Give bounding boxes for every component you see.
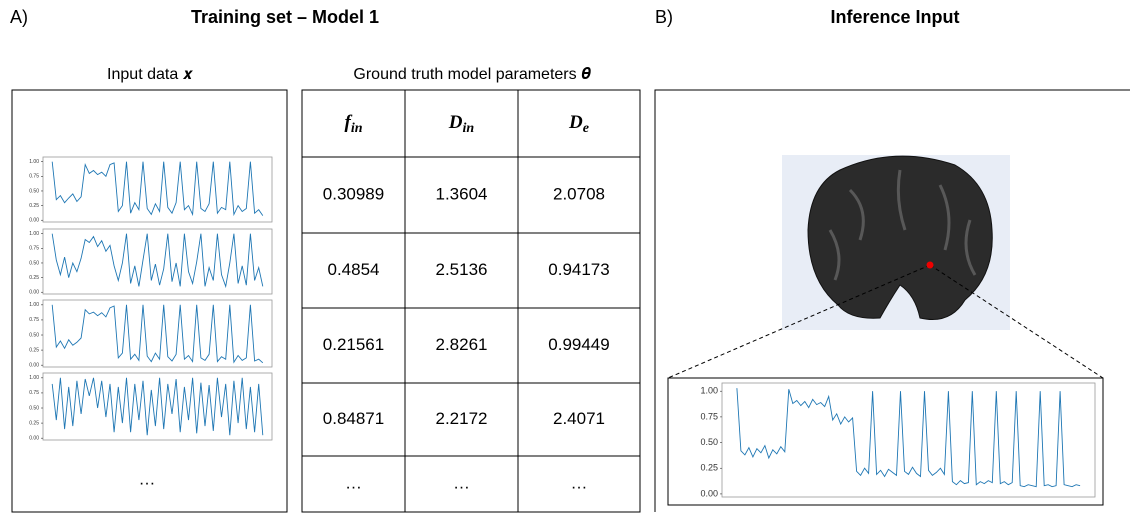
inference-box — [654, 89, 1130, 512]
panel-label: B) — [655, 7, 673, 27]
y-tick-label: 0.00 — [29, 363, 39, 369]
y-tick-label: 0.00 — [29, 290, 39, 296]
plot-frame — [42, 156, 273, 223]
y-tick-label: 0.75 — [29, 317, 39, 323]
plot-frame — [721, 382, 1096, 498]
table-header: Din — [448, 112, 475, 136]
header-symbol: D — [568, 112, 583, 133]
y-tick-label: 0.50 — [29, 405, 39, 411]
table-cell: … — [345, 473, 362, 492]
panel-label: A) — [10, 7, 28, 27]
signal-line — [51, 161, 264, 217]
plot-frame — [42, 372, 273, 441]
y-tick-label: 0.75 — [29, 246, 39, 252]
table-cell: 0.4854 — [328, 260, 380, 279]
table-cell: … — [453, 473, 470, 492]
y-tick-label: 0.25 — [29, 275, 39, 281]
table-frame — [301, 89, 641, 513]
input-caption: Input data 𝒙 — [107, 66, 194, 83]
header-subscript: in — [463, 121, 475, 136]
table-header: fin — [344, 112, 362, 136]
input-more: … — [139, 469, 156, 488]
table-cell: 2.0708 — [553, 184, 605, 203]
table-cell: 2.2172 — [436, 409, 488, 428]
table-cell: 0.21561 — [323, 335, 384, 354]
y-tick-label: 0.50 — [29, 260, 39, 266]
signal-line — [736, 388, 1081, 488]
table-cell: 0.94173 — [548, 260, 609, 279]
y-tick-label: 0.50 — [700, 437, 718, 447]
y-tick-label: 0.00 — [29, 436, 39, 442]
y-tick-label: 1.00 — [29, 231, 39, 237]
y-tick-label: 1.00 — [29, 302, 39, 308]
signal-line — [51, 304, 264, 364]
table-header: De — [568, 112, 589, 136]
table-cell: 2.5136 — [436, 260, 488, 279]
y-tick-label: 0.75 — [29, 390, 39, 396]
plot-frame — [42, 228, 273, 295]
y-tick-label: 0.00 — [700, 488, 718, 498]
table-caption: Ground truth model parameters 𝜽 — [353, 66, 591, 83]
plot-frame — [42, 299, 273, 368]
zoom-line — [667, 264, 931, 379]
table-cell: … — [571, 473, 588, 492]
signal-line — [51, 377, 264, 436]
table-cell: 2.4071 — [553, 409, 605, 428]
table-cell: 0.84871 — [323, 409, 384, 428]
table-cell: 0.30989 — [323, 184, 384, 203]
y-tick-label: 0.25 — [29, 203, 39, 209]
table-cell: 0.99449 — [548, 335, 609, 354]
y-tick-label: 0.75 — [700, 411, 718, 421]
y-tick-label: 0.00 — [29, 218, 39, 224]
brain-texture — [828, 169, 977, 281]
panel-title: Inference Input — [830, 7, 959, 27]
signal-line — [51, 233, 264, 289]
header-symbol: D — [448, 112, 463, 133]
y-tick-label: 1.00 — [29, 159, 39, 165]
input-box — [11, 89, 288, 513]
y-tick-label: 0.25 — [29, 420, 39, 426]
table-cell: 2.8261 — [436, 335, 488, 354]
header-subscript: e — [583, 121, 589, 136]
y-tick-label: 0.50 — [29, 188, 39, 194]
y-tick-label: 1.00 — [700, 386, 718, 396]
table-cell: 1.3604 — [436, 184, 488, 203]
voxel-marker — [926, 261, 934, 269]
y-tick-label: 0.75 — [29, 174, 39, 180]
y-tick-label: 1.00 — [29, 375, 39, 381]
header-symbol: f — [344, 112, 352, 133]
y-tick-label: 0.25 — [700, 463, 718, 473]
y-tick-label: 0.25 — [29, 347, 39, 353]
header-subscript: in — [351, 121, 363, 136]
panel-title: Training set – Model 1 — [191, 7, 379, 27]
y-tick-label: 0.50 — [29, 332, 39, 338]
